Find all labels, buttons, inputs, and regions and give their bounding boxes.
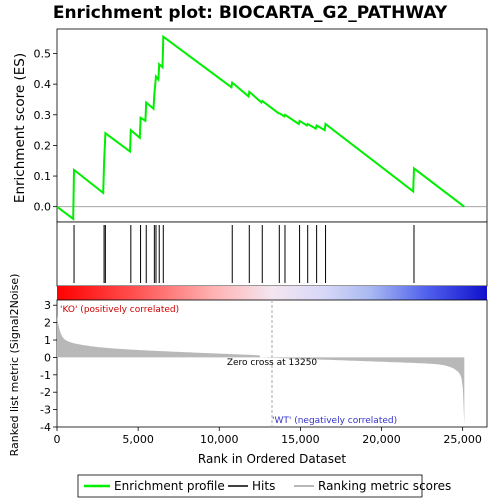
legend-box xyxy=(77,474,423,498)
negative-label: 'WT' (negatively correlated) xyxy=(272,416,397,426)
legend-hits-label: Hits xyxy=(252,479,275,493)
metric-y-tick-label: 2 xyxy=(44,317,51,330)
es-y-tick-label: 0.2 xyxy=(34,139,52,152)
hits-panel xyxy=(56,221,488,287)
chart-title: Enrichment plot: BIOCARTA_G2_PATHWAY xyxy=(53,3,448,23)
x-tick-label: 20,000 xyxy=(362,433,401,446)
metric-axis-label: Ranked list metric (Signal2Noise) xyxy=(8,274,21,457)
es-y-tick-label: 0.3 xyxy=(34,109,52,122)
metric-y-tick-label: -1 xyxy=(40,369,51,382)
x-tick-label: 5,000 xyxy=(122,433,154,446)
x-tick-label: 25,000 xyxy=(443,433,482,446)
x-tick-label: 15,000 xyxy=(281,433,320,446)
legend: Enrichment profile Hits Ranking metric s… xyxy=(77,474,451,498)
zero-cross-label: Zero cross at 13250 xyxy=(227,358,318,368)
es-y-tick-label: 0.1 xyxy=(34,170,52,183)
enrichment-profile-line xyxy=(56,34,465,221)
es-panel xyxy=(56,28,488,223)
metric-y-tick-label: -3 xyxy=(40,404,51,417)
metric-y-tick-label: 0 xyxy=(44,351,51,364)
es-axis-label: Enrichment score (ES) xyxy=(12,53,28,203)
rank-gradient xyxy=(57,286,487,300)
metric-y-tick-label: 3 xyxy=(44,299,51,312)
x-axis-label: Rank in Ordered Dataset xyxy=(198,452,346,466)
legend-profile-label: Enrichment profile xyxy=(114,479,225,493)
es-y-tick-label: 0.5 xyxy=(34,48,52,61)
positive-label: 'KO' (positively correlated) xyxy=(60,305,179,315)
legend-metric-label: Ranking metric scores xyxy=(318,479,451,493)
es-y-tick-label: 0.4 xyxy=(34,78,52,91)
metric-y-tick-label: 1 xyxy=(44,334,51,347)
x-tick-label: 10,000 xyxy=(200,433,239,446)
es-y-tick-label: 0.0 xyxy=(34,201,52,214)
metric-y-tick-label: -2 xyxy=(40,386,51,399)
x-tick-label: 0 xyxy=(54,433,61,446)
metric-y-tick-label: -4 xyxy=(40,421,51,434)
